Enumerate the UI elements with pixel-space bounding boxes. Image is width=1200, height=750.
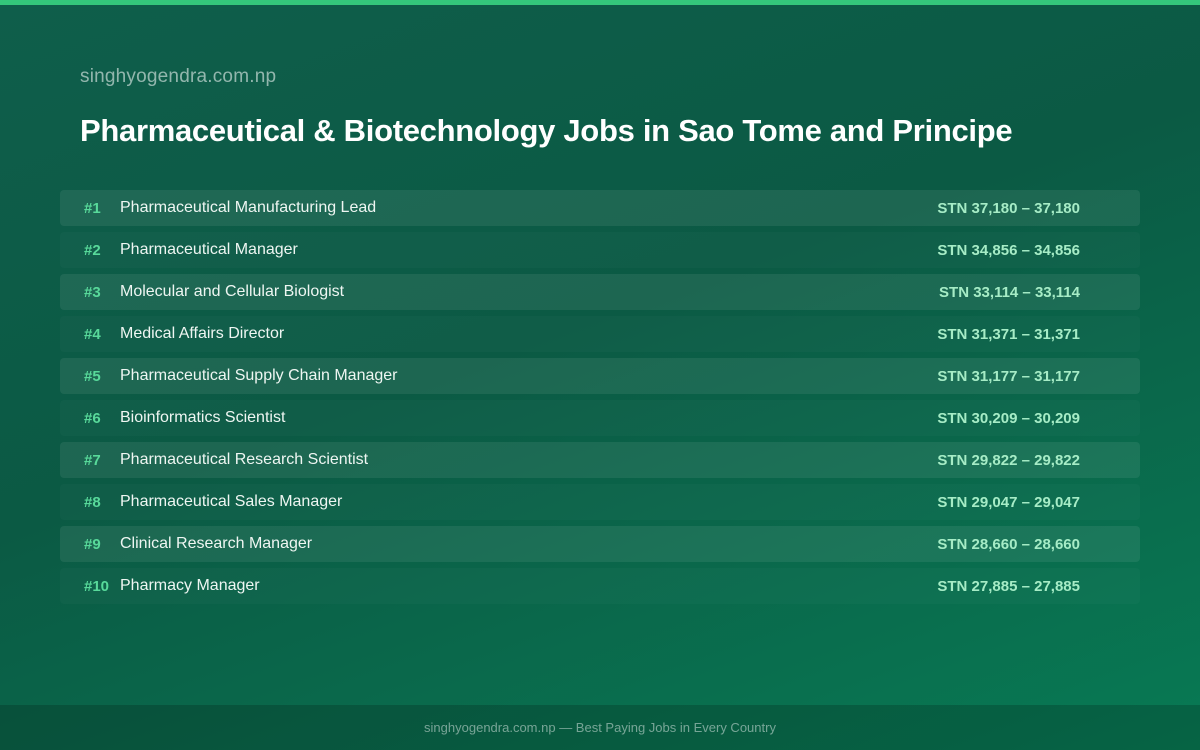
job-row: #7 Pharmaceutical Research Scientist STN…: [60, 442, 1140, 478]
job-row: #2 Pharmaceutical Manager STN 34,856 – 3…: [60, 232, 1140, 268]
job-salary: STN 31,371 – 31,371: [937, 325, 1080, 343]
job-row: #10 Pharmacy Manager STN 27,885 – 27,885: [60, 568, 1140, 604]
job-rank: #3: [84, 283, 101, 301]
job-title: Pharmaceutical Manufacturing Lead: [120, 199, 377, 216]
job-title: Pharmaceutical Research Scientist: [120, 451, 369, 468]
job-salary: STN 27,885 – 27,885: [937, 577, 1080, 595]
job-row: #5 Pharmaceutical Supply Chain Manager S…: [60, 358, 1140, 394]
job-salary: STN 28,660 – 28,660: [937, 535, 1080, 553]
job-rank: #7: [84, 451, 101, 469]
job-rank: #4: [84, 325, 101, 343]
job-title: Bioinformatics Scientist: [120, 409, 286, 426]
job-salary: STN 34,856 – 34,856: [937, 241, 1080, 259]
top-accent-bar: [0, 0, 1200, 5]
job-list: #1 Pharmaceutical Manufacturing Lead STN…: [60, 190, 1140, 610]
job-title: Pharmaceutical Supply Chain Manager: [120, 367, 398, 384]
job-salary: STN 37,180 – 37,180: [937, 199, 1080, 217]
job-row: #9 Clinical Research Manager STN 28,660 …: [60, 526, 1140, 562]
job-row: #1 Pharmaceutical Manufacturing Lead STN…: [60, 190, 1140, 226]
job-salary: STN 30,209 – 30,209: [937, 409, 1080, 427]
job-title: Pharmaceutical Manager: [120, 241, 298, 258]
footer-text: singhyogendra.com.np — Best Paying Jobs …: [424, 720, 776, 735]
job-rank: #5: [84, 367, 101, 385]
job-row: #4 Medical Affairs Director STN 31,371 –…: [60, 316, 1140, 352]
job-rank: #9: [84, 535, 101, 553]
job-rank: #1: [84, 199, 101, 217]
job-title: Molecular and Cellular Biologist: [120, 283, 345, 300]
job-salary: STN 29,822 – 29,822: [937, 451, 1080, 469]
job-salary: STN 33,114 – 33,114: [939, 283, 1080, 301]
job-title: Pharmaceutical Sales Manager: [120, 493, 343, 510]
job-row: #3 Molecular and Cellular Biologist STN …: [60, 274, 1140, 310]
site-name: singhyogendra.com.np: [80, 66, 277, 87]
job-row: #8 Pharmaceutical Sales Manager STN 29,0…: [60, 484, 1140, 520]
job-row: #6 Bioinformatics Scientist STN 30,209 –…: [60, 400, 1140, 436]
job-title: Pharmacy Manager: [120, 577, 260, 594]
job-rank: #10: [84, 577, 110, 595]
job-rank: #2: [84, 241, 101, 259]
page-title: Pharmaceutical & Biotechnology Jobs in S…: [80, 113, 1013, 148]
job-rank: #8: [84, 493, 101, 511]
job-title: Clinical Research Manager: [120, 535, 313, 552]
job-rank: #6: [84, 409, 101, 427]
job-salary: STN 31,177 – 31,177: [937, 367, 1080, 385]
job-salary: STN 29,047 – 29,047: [937, 493, 1080, 511]
job-title: Medical Affairs Director: [120, 325, 285, 342]
footer: singhyogendra.com.np — Best Paying Jobs …: [0, 705, 1200, 750]
